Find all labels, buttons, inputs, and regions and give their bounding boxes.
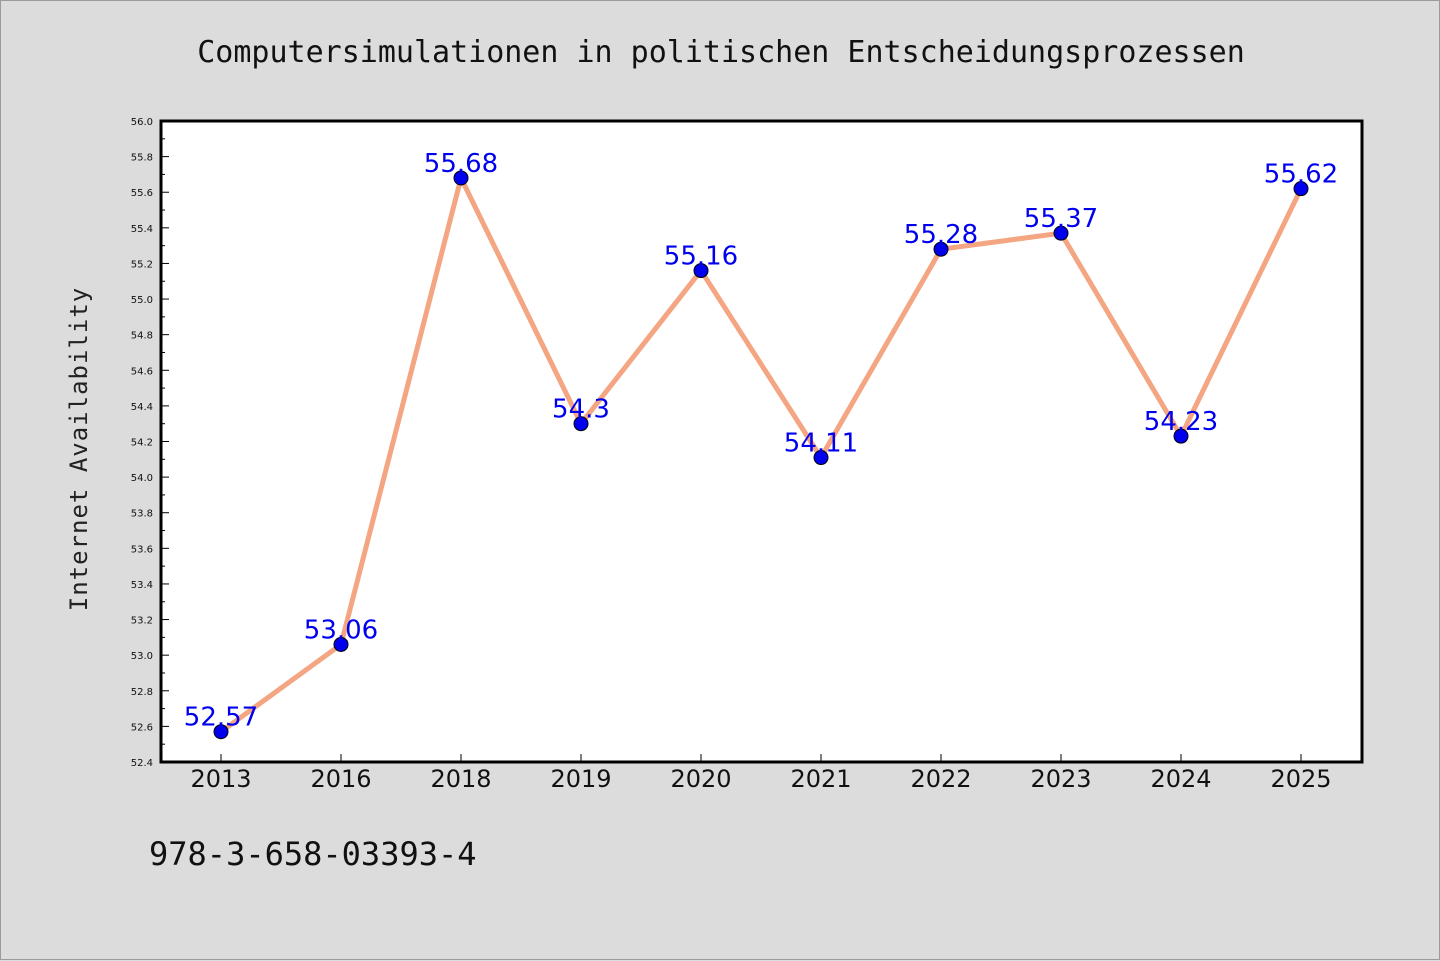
y-tick-label: 54.0 xyxy=(131,473,153,484)
data-point xyxy=(933,241,949,257)
y-tick-label: 55.0 xyxy=(131,295,153,306)
y-tick-label: 55.2 xyxy=(131,259,153,270)
data-label: 55.16 xyxy=(664,242,738,272)
x-tick-label: 2021 xyxy=(790,765,851,793)
x-tick-label: 2020 xyxy=(670,765,731,793)
x-tick-label: 2024 xyxy=(1150,765,1211,793)
x-tick-label: 2016 xyxy=(310,765,371,793)
data-label: 55.37 xyxy=(1024,204,1098,234)
data-label: 55.28 xyxy=(904,220,978,250)
y-tick-label: 52.6 xyxy=(131,722,153,733)
y-tick-label: 53.0 xyxy=(131,651,153,662)
y-tick-label: 54.8 xyxy=(131,331,153,342)
data-point xyxy=(1173,428,1189,444)
data-labels: 52.57 53.06 55.68 54.3 55.16 54.11 55.28 55.37 5… xyxy=(184,149,1338,733)
chart-title: Computersimulationen in politischen Ents… xyxy=(197,35,1245,70)
data-label: 54.11 xyxy=(784,429,858,459)
data-point xyxy=(1053,225,1069,241)
plot-area xyxy=(159,119,1364,764)
x-tick-label: 2013 xyxy=(190,765,251,793)
y-axis-ticks: 52.4 52.6 52.8 53.0 53.2 53.4 53.6 53.8 54.0 54.2… xyxy=(131,117,169,769)
data-label: 55.68 xyxy=(424,149,498,179)
y-tick-label: 54.6 xyxy=(131,366,153,377)
series-line-group xyxy=(218,175,1304,735)
y-tick-label: 54.4 xyxy=(131,402,153,413)
data-markers xyxy=(213,170,1309,740)
data-label: 52.57 xyxy=(184,703,258,733)
data-label: 54.23 xyxy=(1144,407,1218,437)
y-tick-label: 54.2 xyxy=(131,438,153,449)
series-line xyxy=(218,175,1304,735)
footer-code: 978-3-658-03393-4 xyxy=(149,835,477,873)
x-tick-label: 2018 xyxy=(430,765,491,793)
x-tick-label: 2022 xyxy=(910,765,971,793)
y-tick-label: 53.2 xyxy=(131,616,153,627)
x-axis-ticks: 2013 2016 2018 2019 2020 2021 2022 2023 2024 2025 xyxy=(190,754,1332,793)
data-label: 55.62 xyxy=(1264,160,1338,190)
y-tick-label: 53.8 xyxy=(131,509,153,520)
y-tick-label: 53.6 xyxy=(131,544,153,555)
data-point xyxy=(333,636,349,652)
data-point xyxy=(453,170,469,186)
data-label: 54.3 xyxy=(552,395,610,425)
x-tick-label: 2023 xyxy=(1030,765,1091,793)
data-label: 53.06 xyxy=(304,615,378,645)
y-tick-label: 53.4 xyxy=(131,580,153,591)
data-point xyxy=(813,450,829,466)
data-point xyxy=(1293,181,1309,197)
y-tick-label: 52.4 xyxy=(131,758,153,769)
data-point xyxy=(693,263,709,279)
y-tick-label: 55.4 xyxy=(131,224,153,235)
y-tick-label: 56.0 xyxy=(131,117,153,128)
y-tick-label: 55.6 xyxy=(131,188,153,199)
y-tick-label: 52.8 xyxy=(131,687,153,698)
y-tick-label: 55.8 xyxy=(131,153,153,164)
data-point xyxy=(213,724,229,740)
x-tick-label: 2019 xyxy=(550,765,611,793)
data-point xyxy=(573,416,589,432)
x-tick-label: 2025 xyxy=(1270,765,1331,793)
